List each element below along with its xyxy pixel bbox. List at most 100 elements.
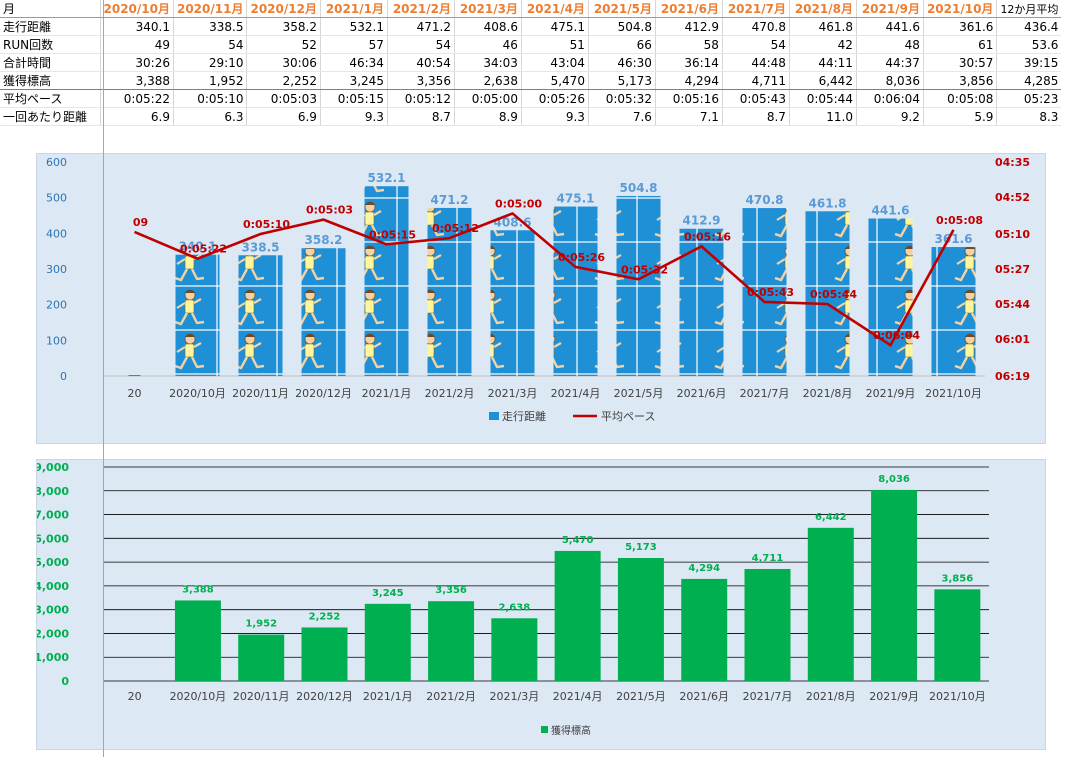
value-cell[interactable]: 8.7 [722,107,790,126]
value-cell[interactable]: 30:57 [923,53,998,72]
month-header-cell[interactable]: 2020/12月 [246,0,321,18]
month-header-cell[interactable]: 2021/5月 [588,0,656,18]
value-cell[interactable]: 40:54 [387,53,455,72]
value-cell[interactable]: 66 [588,35,656,54]
value-cell[interactable]: 3,856 [923,71,998,90]
value-cell[interactable]: 361.6 [923,17,998,36]
value-cell[interactable]: 3,356 [387,71,455,90]
value-cell[interactable]: 46:34 [320,53,388,72]
value-cell[interactable]: 7.6 [588,107,656,126]
row-label-cell[interactable]: 平均ペース [0,89,101,108]
value-cell[interactable]: 0:05:32 [588,89,656,108]
value-cell[interactable]: 441.6 [856,17,924,36]
value-cell[interactable]: 0:05:44 [789,89,857,108]
month-header-cell[interactable]: 2021/6月 [655,0,723,18]
value-cell[interactable]: 358.2 [246,17,321,36]
value-cell[interactable]: 46 [454,35,522,54]
value-cell[interactable]: 6.9 [100,107,174,126]
value-cell[interactable]: 0:05:22 [100,89,174,108]
row-label-cell[interactable]: 走行距離 [0,17,101,36]
value-cell[interactable]: 30:26 [100,53,174,72]
value-cell[interactable]: 408.6 [454,17,522,36]
value-cell[interactable]: 2,252 [246,71,321,90]
value-cell[interactable]: 6.3 [173,107,248,126]
value-cell[interactable]: 504.8 [588,17,656,36]
value-cell[interactable]: 5,470 [521,71,589,90]
value-cell[interactable]: 1,952 [173,71,248,90]
month-header-cell[interactable]: 2021/1月 [320,0,388,18]
value-cell[interactable]: 52 [246,35,321,54]
value-cell[interactable]: 44:37 [856,53,924,72]
value-cell[interactable]: 5,173 [588,71,656,90]
row-label-cell[interactable]: 獲得標高 [0,71,101,90]
value-cell[interactable]: 42 [789,35,857,54]
month-header-cell[interactable]: 2021/2月 [387,0,455,18]
value-cell[interactable]: 49 [100,35,174,54]
distance-pace-chart[interactable]: 0 100 200 300 400 500 600 04:35 04:52 05:10 05:27 0… [36,153,1046,444]
value-cell[interactable]: 30:06 [246,53,321,72]
value-cell[interactable]: 412.9 [655,17,723,36]
avg-header-cell[interactable]: 12か月平均 [996,0,1062,18]
value-cell[interactable]: 5.9 [923,107,998,126]
value-cell[interactable]: 43:04 [521,53,589,72]
month-header-cell[interactable]: 2021/7月 [722,0,790,18]
value-cell[interactable]: 48 [856,35,924,54]
value-cell[interactable]: 471.2 [387,17,455,36]
avg-cell[interactable]: 8.3 [996,107,1062,126]
avg-cell[interactable]: 53.6 [996,35,1062,54]
value-cell[interactable]: 2,638 [454,71,522,90]
value-cell[interactable]: 8.9 [454,107,522,126]
value-cell[interactable]: 0:05:00 [454,89,522,108]
value-cell[interactable]: 46:30 [588,53,656,72]
value-cell[interactable]: 58 [655,35,723,54]
value-cell[interactable]: 4,294 [655,71,723,90]
value-cell[interactable]: 475.1 [521,17,589,36]
value-cell[interactable]: 6,442 [789,71,857,90]
value-cell[interactable]: 54 [387,35,455,54]
value-cell[interactable]: 4,711 [722,71,790,90]
row-label-cell[interactable]: 合計時間 [0,53,101,72]
value-cell[interactable]: 0:05:15 [320,89,388,108]
value-cell[interactable]: 61 [923,35,998,54]
value-cell[interactable]: 470.8 [722,17,790,36]
value-cell[interactable]: 0:05:08 [923,89,998,108]
value-cell[interactable]: 3,388 [100,71,174,90]
value-cell[interactable]: 532.1 [320,17,388,36]
value-cell[interactable]: 0:05:12 [387,89,455,108]
value-cell[interactable]: 34:03 [454,53,522,72]
avg-cell[interactable]: 39:15 [996,53,1062,72]
month-header-cell[interactable]: 2021/3月 [454,0,522,18]
avg-cell[interactable]: 05:23 [996,89,1062,108]
header-label-cell[interactable]: 月 [0,0,101,18]
value-cell[interactable]: 338.5 [173,17,248,36]
value-cell[interactable]: 51 [521,35,589,54]
value-cell[interactable]: 57 [320,35,388,54]
value-cell[interactable]: 340.1 [100,17,174,36]
value-cell[interactable]: 7.1 [655,107,723,126]
row-label-cell[interactable]: 一回あたり距離 [0,107,101,126]
month-header-cell[interactable]: 2021/10月 [923,0,998,18]
value-cell[interactable]: 11.0 [789,107,857,126]
month-header-cell[interactable]: 2021/4月 [521,0,589,18]
value-cell[interactable]: 0:06:04 [856,89,924,108]
value-cell[interactable]: 29:10 [173,53,248,72]
value-cell[interactable]: 44:11 [789,53,857,72]
value-cell[interactable]: 9.3 [320,107,388,126]
value-cell[interactable]: 9.2 [856,107,924,126]
value-cell[interactable]: 8,036 [856,71,924,90]
value-cell[interactable]: 54 [722,35,790,54]
value-cell[interactable]: 461.8 [789,17,857,36]
value-cell[interactable]: 3,245 [320,71,388,90]
value-cell[interactable]: 36:14 [655,53,723,72]
month-header-cell[interactable]: 2021/9月 [856,0,924,18]
avg-cell[interactable]: 436.4 [996,17,1062,36]
value-cell[interactable]: 0:05:43 [722,89,790,108]
month-header-cell[interactable]: 2020/10月 [100,0,174,18]
month-header-cell[interactable]: 2021/8月 [789,0,857,18]
value-cell[interactable]: 6.9 [246,107,321,126]
row-label-cell[interactable]: RUN回数 [0,35,101,54]
value-cell[interactable]: 0:05:03 [246,89,321,108]
value-cell[interactable]: 0:05:16 [655,89,723,108]
value-cell[interactable]: 0:05:26 [521,89,589,108]
month-header-cell[interactable]: 2020/11月 [173,0,248,18]
